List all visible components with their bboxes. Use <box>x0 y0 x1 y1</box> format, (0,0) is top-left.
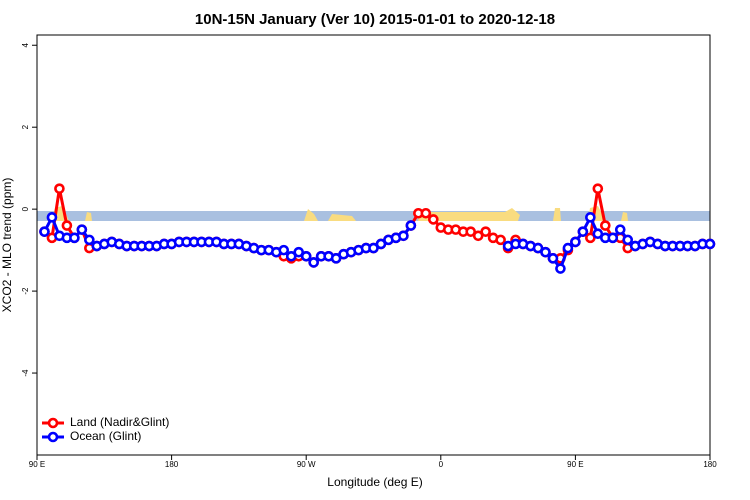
x-tick-label: 90 W <box>297 460 316 469</box>
point <box>472 230 484 242</box>
y-tick-label: -4 <box>21 369 30 377</box>
point <box>570 236 581 248</box>
y-tick-label: 0 <box>21 206 30 211</box>
point <box>46 212 58 223</box>
legend-label: Ocean (Glint) <box>70 429 141 443</box>
point <box>76 224 88 235</box>
point <box>84 234 95 246</box>
legend-label: Land (Nadir&Glint) <box>70 415 169 429</box>
point <box>278 244 290 256</box>
point <box>540 246 551 258</box>
point <box>54 183 65 194</box>
point <box>300 250 312 262</box>
y-tick-label: -2 <box>21 287 30 295</box>
point <box>375 238 387 250</box>
land-strip <box>37 206 710 221</box>
point <box>465 226 477 237</box>
ocean-strip <box>37 211 710 221</box>
x-tick-label: 180 <box>703 460 717 469</box>
land-patch <box>85 212 92 221</box>
y-axis-label: XCO2 - MLO trend (ppm) <box>0 178 14 313</box>
legend-marker <box>47 417 59 429</box>
point <box>592 228 604 240</box>
point <box>330 253 342 264</box>
point <box>562 242 574 254</box>
series <box>39 183 716 268</box>
point <box>585 232 596 244</box>
point <box>69 232 80 244</box>
point <box>61 220 73 231</box>
point <box>405 220 417 231</box>
point <box>622 234 634 246</box>
point <box>600 220 611 231</box>
point <box>480 226 491 237</box>
x-tick-label: 0 <box>439 460 444 469</box>
point <box>614 224 626 235</box>
point <box>39 226 50 237</box>
legend: Land (Nadir&Glint)Ocean (Glint) <box>42 415 169 443</box>
y-tick-label: 2 <box>21 124 30 129</box>
point <box>607 232 619 244</box>
land-patch <box>304 209 318 221</box>
point <box>308 257 319 268</box>
x-tick-label: 180 <box>165 460 179 469</box>
point <box>577 226 589 237</box>
point <box>555 263 566 274</box>
point <box>293 246 305 258</box>
x-axis-label: Longitude (deg E) <box>327 475 422 489</box>
point <box>368 242 379 254</box>
point <box>428 214 439 225</box>
land-patch <box>418 208 520 221</box>
x-tick-label: 90 E <box>29 460 45 469</box>
series <box>39 212 716 274</box>
point <box>547 253 559 264</box>
point <box>704 238 716 250</box>
land-patch <box>621 212 628 221</box>
point <box>398 230 409 242</box>
point <box>495 234 506 246</box>
chart-title: 10N-15N January (Ver 10) 2015-01-01 to 2… <box>195 11 555 28</box>
x-tick-label: 90 E <box>567 460 583 469</box>
point <box>285 250 297 262</box>
point <box>532 242 544 254</box>
point <box>592 183 604 194</box>
point <box>420 207 432 219</box>
land-patch <box>328 214 356 221</box>
point <box>585 212 596 223</box>
y-tick-label: 4 <box>21 42 30 47</box>
land-patch <box>553 208 561 221</box>
legend-marker <box>47 431 59 443</box>
